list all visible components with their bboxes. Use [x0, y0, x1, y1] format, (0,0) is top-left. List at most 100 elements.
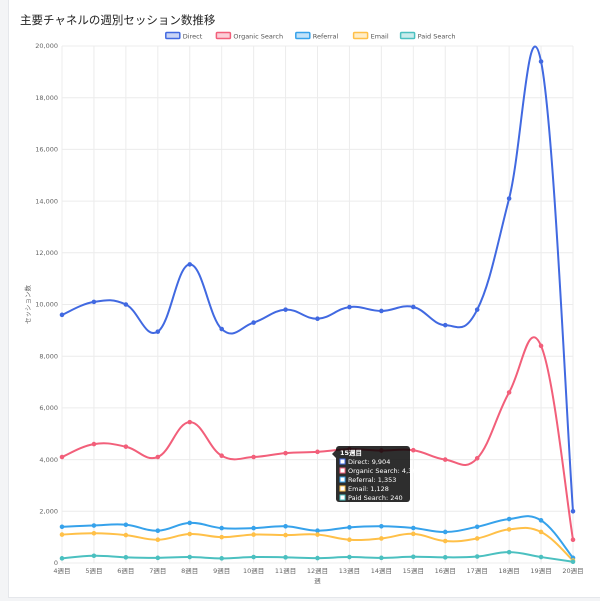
data-point[interactable]: [59, 454, 65, 460]
data-point[interactable]: [283, 307, 288, 312]
x-tick-label: 4週目: [53, 566, 70, 575]
data-point[interactable]: [219, 453, 224, 459]
data-point[interactable]: [411, 554, 416, 560]
data-point[interactable]: [123, 532, 129, 538]
data-point[interactable]: [123, 302, 129, 307]
legend-label[interactable]: Direct: [183, 32, 203, 40]
data-point[interactable]: [347, 554, 352, 560]
data-point[interactable]: [570, 559, 576, 565]
legend-swatch[interactable]: [295, 31, 311, 40]
x-tick-label: 18週目: [498, 566, 519, 575]
data-point[interactable]: [283, 555, 288, 560]
data-point[interactable]: [187, 554, 193, 560]
y-tick-label: 20,000: [35, 42, 58, 50]
data-point[interactable]: [474, 456, 480, 461]
data-point[interactable]: [123, 522, 129, 528]
data-point[interactable]: [379, 523, 384, 529]
data-point[interactable]: [251, 554, 256, 560]
data-point[interactable]: [91, 530, 97, 536]
data-point[interactable]: [91, 441, 97, 447]
data-point[interactable]: [251, 320, 256, 325]
data-point[interactable]: [347, 537, 352, 543]
data-point[interactable]: [315, 449, 320, 455]
data-point[interactable]: [59, 532, 65, 537]
data-point[interactable]: [411, 525, 416, 531]
data-point[interactable]: [570, 537, 576, 543]
data-point[interactable]: [474, 307, 480, 312]
legend-label[interactable]: Organic Search: [233, 32, 283, 40]
data-point[interactable]: [379, 536, 384, 541]
legend-swatch[interactable]: [399, 31, 416, 40]
data-point[interactable]: [315, 528, 320, 533]
data-point[interactable]: [506, 527, 512, 532]
data-point[interactable]: [123, 444, 129, 449]
data-point[interactable]: [538, 343, 544, 349]
data-point[interactable]: [219, 525, 224, 531]
x-tick-label: 8週目: [181, 566, 198, 575]
data-point[interactable]: [442, 555, 448, 560]
data-point[interactable]: [251, 454, 256, 460]
legend-label[interactable]: Email: [371, 32, 389, 40]
data-point[interactable]: [538, 518, 544, 523]
data-point[interactable]: [411, 447, 416, 453]
data-point[interactable]: [538, 554, 544, 560]
data-point[interactable]: [442, 322, 448, 328]
legend-label[interactable]: Paid Search: [418, 32, 456, 40]
data-point[interactable]: [123, 555, 129, 560]
legend-label[interactable]: Referral: [313, 32, 339, 40]
data-point[interactable]: [91, 299, 97, 305]
data-point[interactable]: [347, 304, 352, 310]
data-point[interactable]: [347, 525, 352, 530]
data-point[interactable]: [59, 312, 65, 318]
y-tick-label: 8,000: [39, 352, 58, 360]
data-point[interactable]: [506, 549, 512, 555]
data-point[interactable]: [219, 534, 224, 540]
data-point[interactable]: [411, 531, 416, 537]
data-point[interactable]: [219, 556, 224, 561]
data-point[interactable]: [506, 390, 512, 395]
data-point[interactable]: [442, 538, 448, 544]
data-point[interactable]: [155, 329, 161, 334]
data-point[interactable]: [219, 326, 224, 332]
data-point[interactable]: [91, 523, 97, 528]
data-point[interactable]: [59, 556, 65, 561]
data-point[interactable]: [187, 520, 193, 526]
data-point[interactable]: [187, 531, 193, 537]
data-point[interactable]: [411, 304, 416, 310]
data-point[interactable]: [474, 536, 480, 541]
x-tick-label: 17週目: [467, 566, 488, 575]
data-point[interactable]: [379, 308, 384, 314]
data-point[interactable]: [506, 516, 512, 522]
data-point[interactable]: [442, 529, 448, 535]
data-point[interactable]: [187, 262, 193, 267]
x-tick-label: 7週目: [149, 566, 166, 575]
data-point[interactable]: [251, 525, 256, 531]
legend-swatch[interactable]: [215, 31, 232, 40]
legend-swatch[interactable]: [165, 31, 181, 40]
data-point[interactable]: [442, 457, 448, 462]
data-point[interactable]: [538, 59, 544, 64]
data-point[interactable]: [315, 555, 320, 561]
data-point[interactable]: [187, 419, 193, 425]
data-point[interactable]: [251, 532, 256, 537]
data-point[interactable]: [155, 454, 161, 460]
tooltip-box: [336, 446, 410, 502]
data-point[interactable]: [474, 524, 480, 530]
data-point[interactable]: [91, 553, 97, 559]
data-point[interactable]: [155, 555, 161, 561]
data-point[interactable]: [315, 316, 320, 322]
data-point[interactable]: [474, 554, 480, 559]
data-point[interactable]: [59, 524, 65, 530]
data-point[interactable]: [283, 523, 288, 529]
y-axis-title: セッション数: [23, 285, 32, 325]
data-point[interactable]: [379, 555, 384, 561]
data-point[interactable]: [315, 532, 320, 537]
data-point[interactable]: [283, 450, 288, 456]
legend-swatch[interactable]: [352, 31, 369, 40]
data-point[interactable]: [538, 529, 544, 535]
data-point[interactable]: [283, 532, 288, 538]
data-point[interactable]: [570, 509, 576, 514]
data-point[interactable]: [155, 528, 161, 533]
data-point[interactable]: [506, 196, 512, 201]
data-point[interactable]: [155, 537, 161, 543]
